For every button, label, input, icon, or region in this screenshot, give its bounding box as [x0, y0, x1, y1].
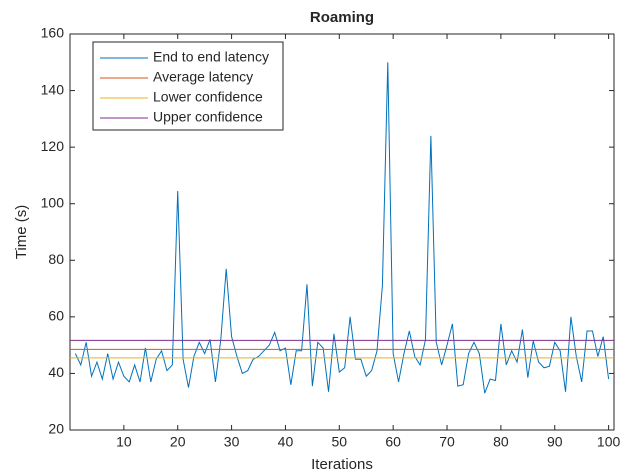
legend-box — [92, 41, 284, 131]
x-tick-label: 30 — [224, 434, 240, 450]
x-axis-label: Iterations — [311, 456, 373, 473]
chart-title: Roaming — [310, 9, 374, 26]
x-tick-label: 60 — [385, 434, 401, 450]
y-tick-label: 100 — [41, 194, 65, 210]
legend-label: End to end latency — [153, 49, 269, 65]
y-tick-label: 120 — [41, 138, 65, 154]
data-line — [74, 62, 610, 394]
x-tick-label: 100 — [597, 434, 621, 450]
y-tick-label: 20 — [48, 421, 64, 437]
x-tick-label: 90 — [547, 434, 563, 450]
y-tick-label: 140 — [41, 81, 65, 97]
x-tick-label: 50 — [332, 434, 348, 450]
y-tick-label: 80 — [48, 251, 64, 267]
y-tick-label: 160 — [41, 25, 65, 41]
legend-label: Average latency — [153, 69, 253, 85]
x-tick-label: 70 — [439, 434, 455, 450]
x-tick-label: 80 — [493, 434, 509, 450]
x-tick-label: 10 — [116, 434, 132, 450]
y-axis-label: Time (s) — [13, 205, 30, 259]
x-tick-label: 20 — [170, 434, 186, 450]
y-tick-label: 60 — [48, 308, 64, 324]
legend-label: Lower confidence — [153, 89, 263, 105]
legend-label: Upper confidence — [153, 109, 263, 125]
x-tick-label: 40 — [278, 434, 294, 450]
y-tick-label: 40 — [48, 364, 64, 380]
